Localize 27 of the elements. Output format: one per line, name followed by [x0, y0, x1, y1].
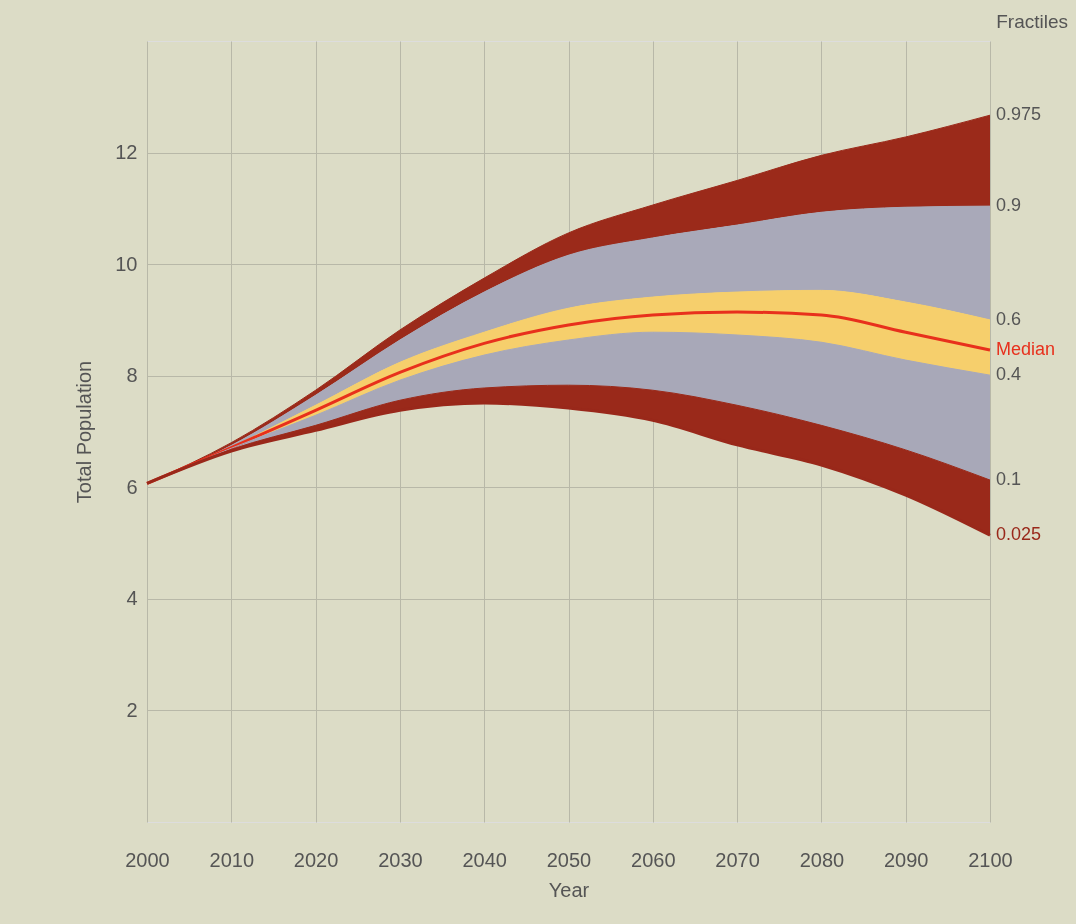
y-axis-title: Total Population	[73, 360, 96, 504]
x-tick-label: 2080	[799, 848, 845, 871]
y-tick-label: 12	[115, 141, 138, 164]
legend-title: Fractiles	[996, 11, 1068, 32]
x-tick-label: 2030	[378, 848, 423, 871]
x-tick-label: 2010	[209, 848, 255, 871]
y-tick-label: 6	[126, 475, 138, 498]
series-label: 0.025	[996, 524, 1042, 545]
x-tick-label: 2070	[715, 848, 760, 871]
y-tick-label: 4	[126, 587, 138, 610]
x-tick-label: 2060	[631, 848, 676, 871]
series-label: 0.6	[996, 308, 1022, 329]
x-tick-label: 2020	[293, 848, 339, 871]
x-axis-title: Year	[548, 878, 590, 901]
series-label: 0.9	[996, 195, 1022, 216]
series-label: Median	[996, 339, 1056, 360]
series-label: 0.4	[996, 364, 1022, 385]
series-label: 0.975	[996, 104, 1042, 125]
x-tick-label: 2000	[125, 848, 170, 871]
y-tick-label: 2	[126, 698, 138, 721]
y-tick-label: 10	[115, 252, 138, 275]
x-tick-label: 2050	[546, 848, 592, 871]
y-tick-label: 8	[126, 364, 138, 387]
x-tick-label: 2040	[462, 848, 507, 871]
x-tick-label: 2100	[968, 848, 1013, 871]
x-tick-label: 2090	[883, 848, 929, 871]
series-label: 0.1	[996, 469, 1022, 490]
